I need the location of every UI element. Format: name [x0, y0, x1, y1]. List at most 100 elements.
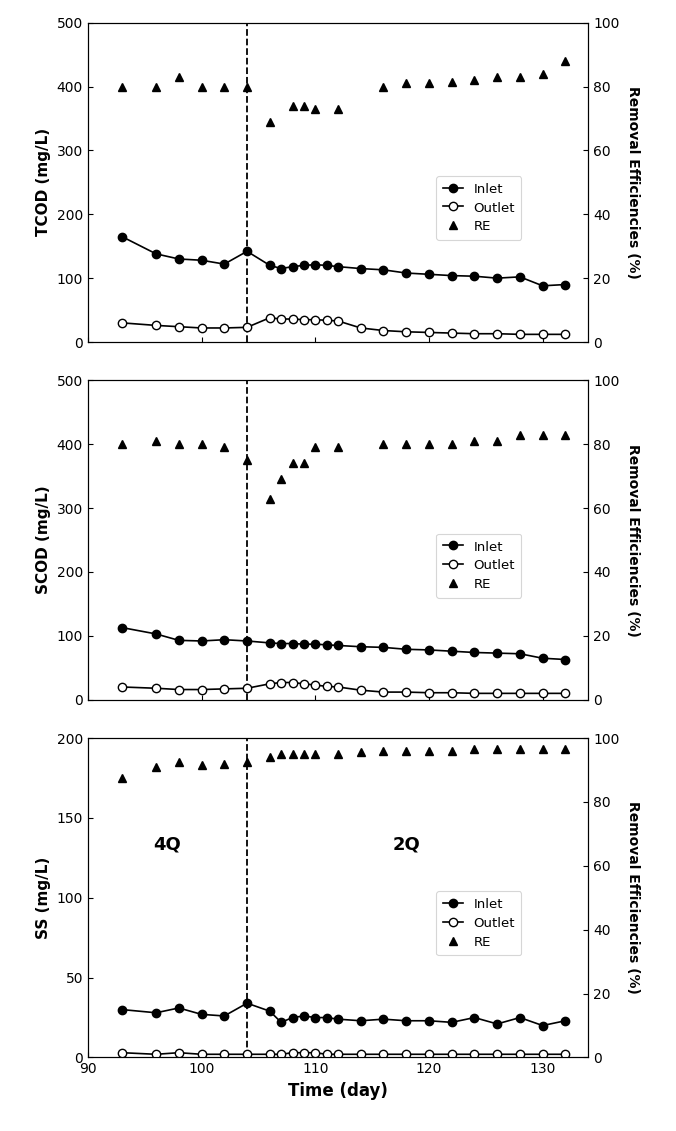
RE: [220, 79, 228, 93]
Outlet: [448, 327, 456, 340]
Outlet: [470, 687, 479, 700]
Outlet: [379, 323, 387, 337]
RE: [561, 54, 569, 68]
Outlet: [266, 677, 274, 691]
RE: [357, 745, 365, 759]
Inlet: [539, 1019, 547, 1033]
Line: Inlet: Inlet: [118, 623, 570, 664]
Inlet: [311, 638, 319, 651]
RE: [289, 98, 297, 112]
Line: Inlet: Inlet: [118, 999, 570, 1029]
Outlet: [334, 1047, 342, 1061]
Legend: Inlet, Outlet, RE: Inlet, Outlet, RE: [437, 534, 521, 597]
Outlet: [334, 314, 342, 328]
Inlet: [243, 244, 251, 258]
RE: [334, 441, 342, 455]
Outlet: [561, 687, 569, 700]
Outlet: [493, 327, 501, 340]
Outlet: [220, 1047, 228, 1061]
Outlet: [425, 1047, 433, 1061]
RE: [220, 441, 228, 455]
Text: 4Q: 4Q: [153, 836, 181, 854]
Line: Outlet: Outlet: [118, 313, 570, 338]
RE: [311, 102, 319, 115]
Inlet: [516, 270, 524, 284]
Outlet: [493, 1047, 501, 1061]
Y-axis label: Removal Efficiencies (%): Removal Efficiencies (%): [626, 802, 640, 994]
RE: [277, 748, 285, 761]
Outlet: [277, 1047, 285, 1061]
RE: [152, 79, 160, 93]
Inlet: [357, 1015, 365, 1028]
RE: [516, 742, 524, 756]
RE: [243, 454, 251, 467]
RE: [300, 98, 308, 112]
Outlet: [300, 313, 308, 327]
Text: 2Q: 2Q: [392, 836, 420, 854]
Outlet: [311, 679, 319, 692]
RE: [300, 457, 308, 470]
Inlet: [334, 260, 342, 274]
Inlet: [334, 639, 342, 653]
Line: Outlet: Outlet: [118, 1048, 570, 1059]
Inlet: [220, 1009, 228, 1022]
RE: [539, 428, 547, 441]
RE: [402, 438, 410, 451]
RE: [152, 434, 160, 448]
RE: [516, 70, 524, 84]
Inlet: [197, 1008, 206, 1021]
RE: [425, 77, 433, 90]
Inlet: [470, 1011, 479, 1025]
Inlet: [493, 271, 501, 285]
Inlet: [448, 1016, 456, 1029]
Outlet: [448, 1047, 456, 1061]
Inlet: [220, 633, 228, 647]
RE: [379, 438, 387, 451]
Inlet: [243, 996, 251, 1010]
Outlet: [220, 682, 228, 696]
RE: [561, 428, 569, 441]
RE: [448, 744, 456, 758]
Outlet: [243, 1047, 251, 1061]
Outlet: [266, 1047, 274, 1061]
Inlet: [493, 1017, 501, 1030]
Outlet: [379, 685, 387, 699]
Inlet: [277, 637, 285, 650]
RE: [118, 438, 126, 451]
Legend: Inlet, Outlet, RE: Inlet, Outlet, RE: [437, 891, 521, 956]
Outlet: [289, 1046, 297, 1060]
RE: [379, 79, 387, 93]
Inlet: [152, 247, 160, 260]
Outlet: [470, 1047, 479, 1061]
Legend: Inlet, Outlet, RE: Inlet, Outlet, RE: [437, 175, 521, 240]
Inlet: [175, 1001, 183, 1015]
Outlet: [539, 1047, 547, 1061]
Inlet: [300, 1009, 308, 1022]
Outlet: [277, 312, 285, 326]
RE: [197, 438, 206, 451]
Outlet: [516, 328, 524, 342]
Outlet: [118, 680, 126, 693]
Inlet: [277, 261, 285, 275]
Inlet: [289, 637, 297, 650]
RE: [379, 744, 387, 758]
RE: [152, 760, 160, 774]
Inlet: [289, 260, 297, 274]
Inlet: [379, 1012, 387, 1026]
RE: [175, 70, 183, 84]
Inlet: [379, 640, 387, 654]
Outlet: [516, 687, 524, 700]
Outlet: [277, 675, 285, 689]
Outlet: [402, 1047, 410, 1061]
RE: [539, 742, 547, 756]
Line: RE: RE: [118, 431, 570, 502]
Inlet: [322, 1011, 331, 1025]
Inlet: [539, 651, 547, 665]
Outlet: [175, 683, 183, 697]
RE: [334, 748, 342, 761]
Inlet: [379, 264, 387, 277]
Y-axis label: SS (mg/L): SS (mg/L): [36, 856, 51, 939]
Inlet: [266, 636, 274, 649]
Inlet: [266, 259, 274, 273]
Inlet: [197, 634, 206, 648]
